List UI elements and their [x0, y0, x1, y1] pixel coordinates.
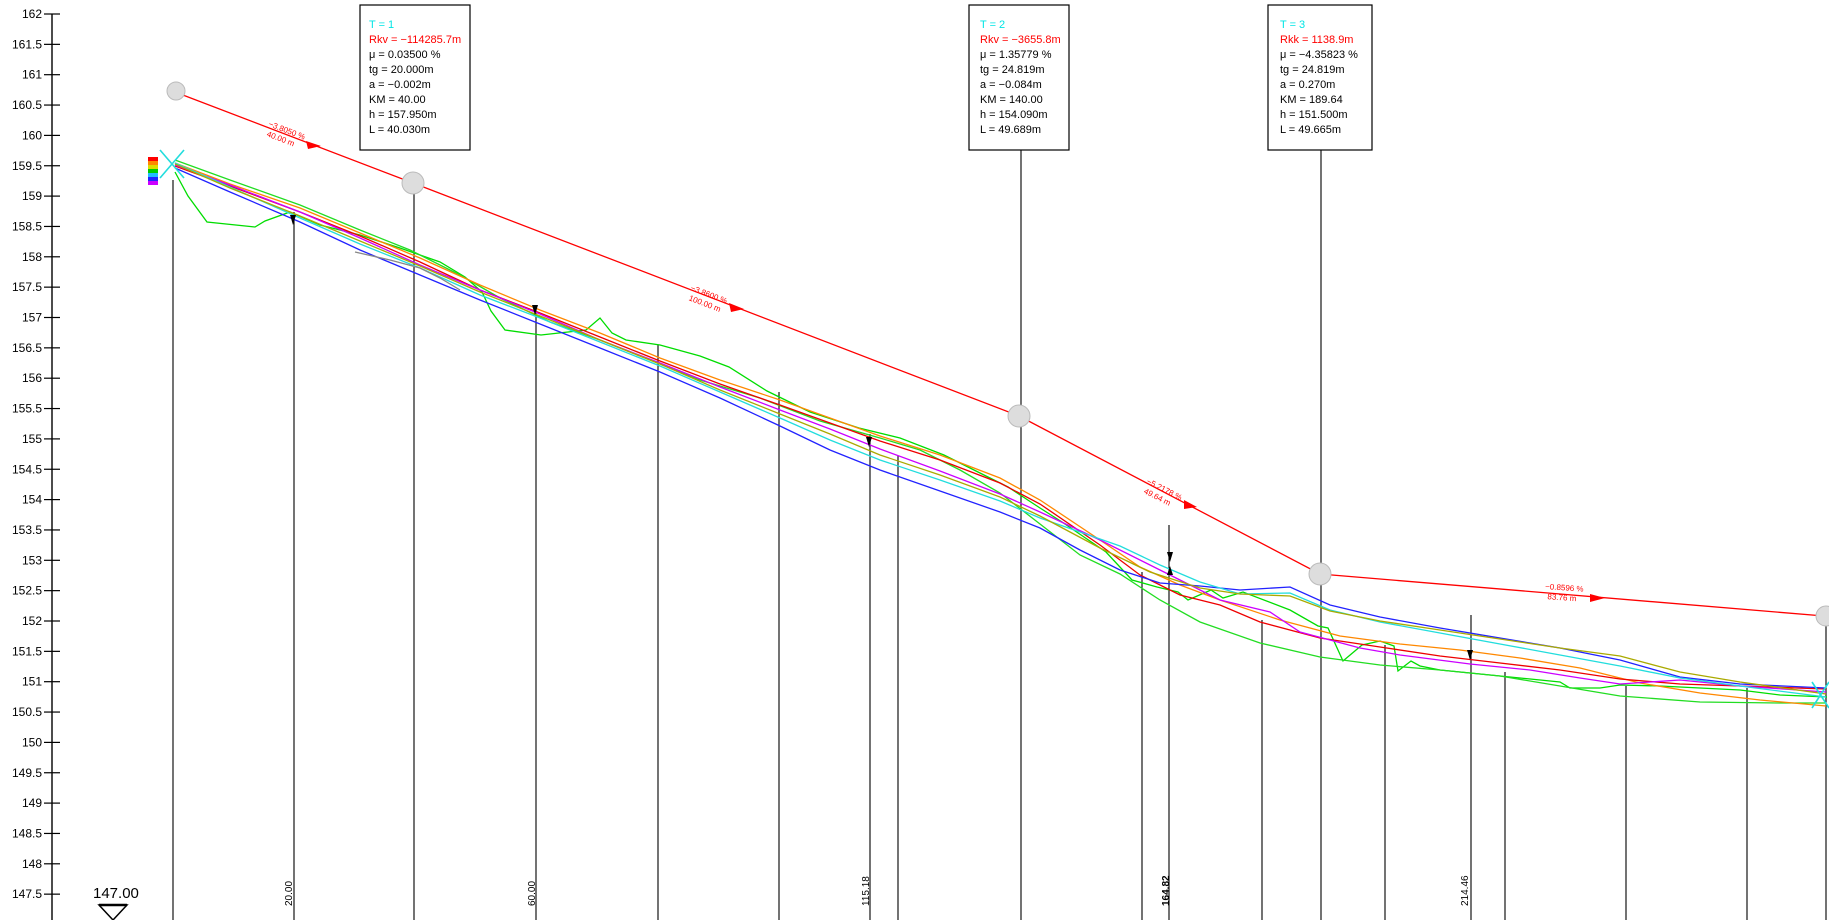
pvi-point-icon — [402, 172, 424, 194]
elevation-tick-label: 160.5 — [12, 98, 42, 112]
elevation-tick-label: 152 — [22, 614, 42, 628]
station-label-164: 164.82 — [1161, 875, 1172, 906]
box2-grade: μ = 1.35779 % — [980, 49, 1052, 61]
station-label-115: 115.18 — [861, 876, 872, 906]
elevation-tick-label: 156 — [22, 371, 42, 385]
elevation-tick-label: 153 — [22, 553, 42, 567]
pvi-markers — [167, 82, 1829, 626]
profile-line-gray — [355, 252, 460, 290]
elevation-tick-label: 148.5 — [12, 826, 42, 840]
box1-radius: Rkv = −114285.7m — [369, 34, 461, 46]
elevation-tick-label: 154 — [22, 493, 42, 507]
box1-a: a = −0.002m — [369, 79, 431, 91]
datum-marker-icon — [99, 905, 127, 920]
tangent-arrow-icon — [1184, 500, 1197, 509]
elevation-tick-label: 158.5 — [12, 219, 42, 233]
profile-line-green-upper — [175, 160, 1826, 703]
box2-km: KM = 140.00 — [980, 94, 1043, 106]
design-tangent-line — [175, 92, 1824, 616]
elevation-tick-label: 162 — [22, 7, 42, 21]
elevation-tick-label: 160 — [22, 128, 42, 142]
curve-box-1: T = 1 Rkv = −114285.7m μ = 0.03500 % tg … — [360, 5, 470, 150]
box3-l: L = 49.665m — [1280, 124, 1341, 136]
station-label-214: 214.46 — [1460, 875, 1471, 906]
box1-grade: μ = 0.03500 % — [369, 49, 441, 61]
profile-line-magenta — [175, 165, 1826, 692]
box2-a: a = −0.084m — [980, 79, 1042, 91]
elevation-tick-label: 156.5 — [12, 341, 42, 355]
profile-line-blue — [175, 168, 1826, 688]
box3-h: h = 151.500m — [1280, 109, 1348, 121]
elevation-tick-label: 161.5 — [12, 37, 42, 51]
elevation-tick-label: 155.5 — [12, 402, 42, 416]
tangent-arrow-icon — [306, 141, 321, 149]
box2-tangent: tg = 24.819m — [980, 64, 1045, 76]
profile-line-cyan — [175, 163, 1826, 697]
box3-km: KM = 189.64 — [1280, 94, 1343, 106]
pvi-point-icon — [1309, 563, 1331, 585]
elevation-tick-label: 152.5 — [12, 584, 42, 598]
ground-line — [175, 172, 1827, 697]
elevation-tick-label: 159 — [22, 189, 42, 203]
elevation-tick-label: 154.5 — [12, 462, 42, 476]
box2-radius: Rkv = −3655.8m — [980, 34, 1061, 46]
elevation-tick-label: 153.5 — [12, 523, 42, 537]
box1-h: h = 157.950m — [369, 109, 437, 121]
profile-line-red — [175, 166, 1826, 689]
box1-title: T = 1 — [369, 19, 394, 31]
elevation-tick-label: 161 — [22, 68, 42, 82]
elevation-tick-label: 150 — [22, 735, 42, 749]
elevation-tick-label: 157.5 — [12, 280, 42, 294]
elevation-tick-label: 151.5 — [12, 644, 42, 658]
box2-h: h = 154.090m — [980, 109, 1048, 121]
box3-radius: Rkk = 1138.9m — [1280, 34, 1353, 46]
profile-line-olive — [175, 164, 1826, 694]
box3-grade: μ = −4.35823 % — [1280, 49, 1358, 61]
level-arrows — [290, 215, 1473, 660]
box3-a: a = 0.270m — [1280, 79, 1335, 91]
elevation-tick-label: 158 — [22, 250, 42, 264]
elevation-tick-label: 157 — [22, 311, 42, 325]
elevation-tick-label: 147.5 — [12, 887, 42, 901]
pvi-point-icon — [1008, 405, 1030, 427]
box1-l: L = 40.030m — [369, 124, 430, 136]
curve-box-2: T = 2 Rkv = −3655.8m μ = 1.35779 % tg = … — [969, 5, 1069, 150]
elevation-tick-label: 148 — [22, 857, 42, 871]
elevation-tick-label: 159.5 — [12, 159, 42, 173]
elevation-tick-label: 150.5 — [12, 705, 42, 719]
tangent-arrow-icon — [1590, 594, 1605, 602]
box1-tangent: tg = 20.000m — [369, 64, 434, 76]
profile-line-orange — [175, 163, 1826, 706]
elevation-tick-label: 149.5 — [12, 766, 42, 780]
curve-box-3: T = 3 Rkk = 1138.9m μ = −4.35823 % tg = … — [1268, 5, 1372, 150]
datum-label: 147.00 — [93, 885, 139, 902]
box1-km: KM = 40.00 — [369, 94, 426, 106]
pvi-point-icon — [1816, 606, 1829, 626]
elevation-ticks: 162 161.5 161 160.5 160 159.5 159 158.5 158 157.5… — [12, 7, 60, 901]
grade-length-4: 83.76 m — [1547, 592, 1577, 603]
box3-title: T = 3 — [1280, 19, 1305, 31]
box3-tangent: tg = 24.819m — [1280, 64, 1345, 76]
profile-lines — [175, 160, 1827, 706]
elevation-tick-label: 151 — [22, 675, 42, 689]
tangent-arrow-icon — [729, 303, 744, 312]
station-label-60: 60.00 — [527, 881, 538, 906]
elevation-tick-label: 149 — [22, 796, 42, 810]
elevation-tick-label: 155 — [22, 432, 42, 446]
pvi-point-icon — [167, 82, 185, 100]
box2-l: L = 49.689m — [980, 124, 1041, 136]
box2-title: T = 2 — [980, 19, 1005, 31]
station-label-20: 20.00 — [284, 881, 295, 906]
